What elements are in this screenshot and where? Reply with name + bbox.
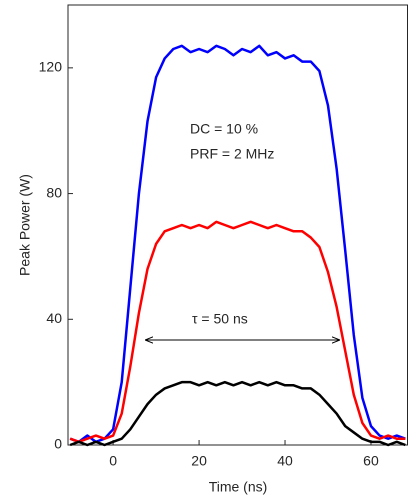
y-tick-label: 120 (39, 59, 63, 75)
x-axis-label: Time (ns) (209, 479, 268, 495)
series-line (69, 380, 406, 447)
annotation: PRF = 2 MHz (190, 146, 274, 162)
annotation: DC = 10 % (190, 121, 258, 137)
annotation: τ = 50 ns (192, 311, 248, 327)
y-tick-label: 40 (46, 310, 62, 326)
x-tick-label: 60 (363, 453, 379, 469)
x-tick-label: 0 (109, 453, 117, 469)
x-tick-label: 20 (191, 453, 207, 469)
series-line (69, 44, 406, 444)
y-tick-label: 80 (46, 184, 62, 200)
y-axis-label: Peak Power (W) (17, 174, 33, 276)
x-tick-label: 40 (277, 453, 293, 469)
y-tick-label: 0 (54, 436, 62, 452)
series-line (69, 220, 406, 444)
plot-frame (67, 4, 408, 446)
